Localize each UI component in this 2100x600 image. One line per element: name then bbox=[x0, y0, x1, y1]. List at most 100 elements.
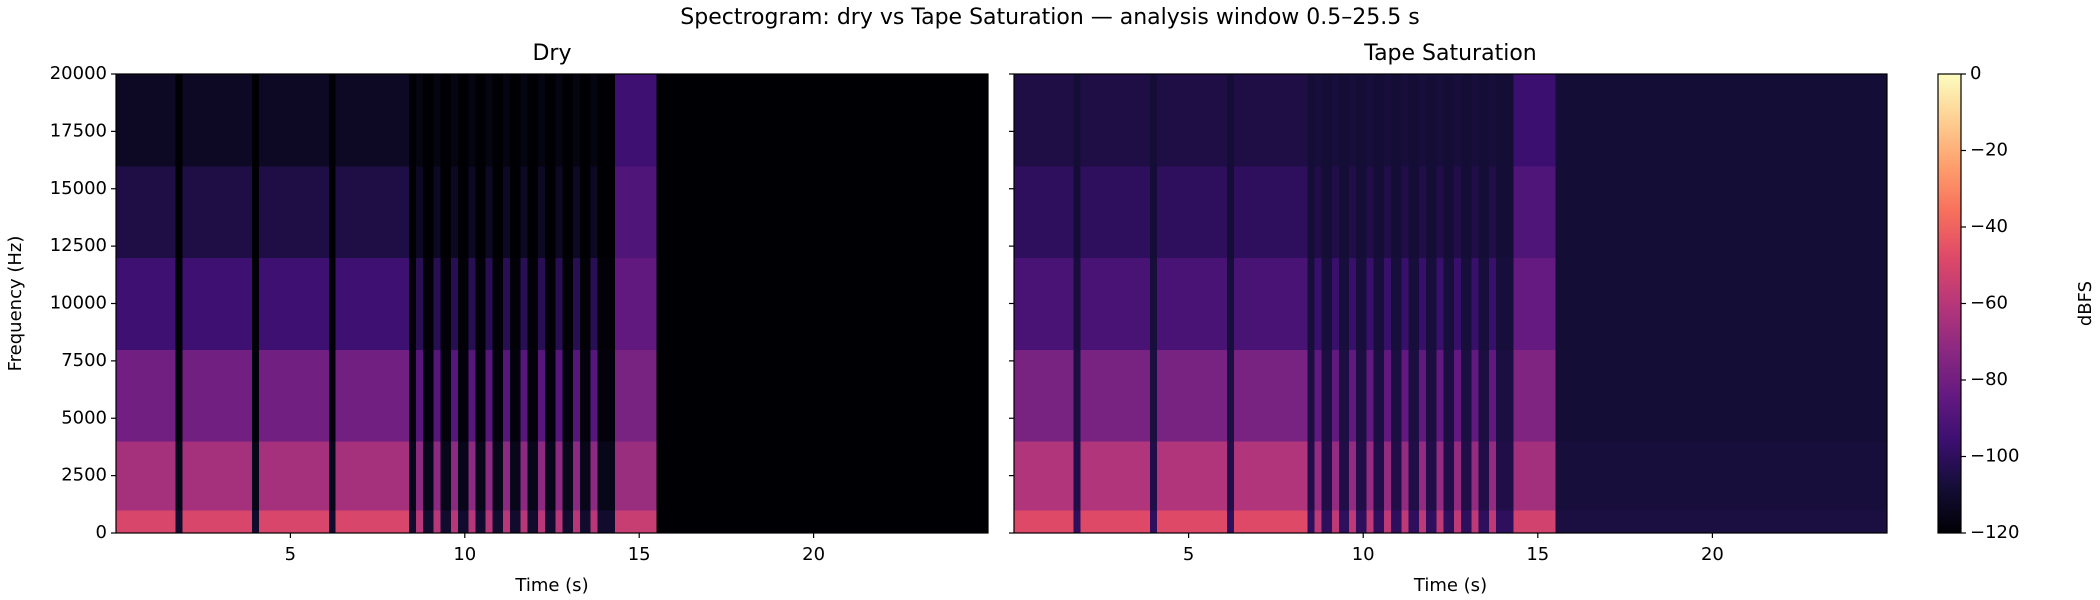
heat-cell bbox=[259, 441, 330, 511]
heat-cell bbox=[252, 441, 260, 511]
heat-cell bbox=[555, 257, 563, 350]
heat-cell bbox=[1384, 74, 1392, 167]
heat-cell bbox=[555, 441, 563, 511]
heat-cell bbox=[1408, 165, 1420, 259]
heat-cell bbox=[1314, 441, 1322, 511]
heat-cell bbox=[579, 165, 591, 259]
heat-cell bbox=[1307, 74, 1315, 167]
heat-cell bbox=[1366, 349, 1375, 442]
y-tick-label: 12500 bbox=[50, 235, 107, 256]
heat-cell bbox=[457, 165, 469, 259]
heat-cell bbox=[1227, 257, 1235, 350]
heat-cell bbox=[1401, 349, 1410, 442]
heat-cell bbox=[538, 257, 546, 350]
y-tick-label: 15000 bbox=[50, 178, 107, 199]
heat-cell bbox=[1331, 349, 1340, 442]
heat-cell bbox=[1419, 441, 1427, 511]
heat-cell bbox=[1460, 349, 1472, 442]
heat-cell bbox=[457, 257, 469, 350]
heat-cell bbox=[1478, 441, 1490, 511]
heat-cell bbox=[597, 257, 616, 350]
heat-cell bbox=[259, 510, 330, 534]
heat-cell bbox=[597, 441, 616, 511]
heat-cell bbox=[510, 257, 522, 350]
y-tick-label: 2500 bbox=[61, 465, 107, 486]
heat-cell bbox=[1356, 441, 1368, 511]
heat-cell bbox=[475, 510, 487, 534]
heat-cell bbox=[1513, 74, 1556, 167]
heat-cell bbox=[408, 441, 417, 511]
heat-cell bbox=[579, 510, 591, 534]
heat-cell bbox=[1321, 74, 1333, 167]
heat-cell bbox=[116, 349, 176, 442]
heat-cell bbox=[485, 349, 494, 442]
heat-cell bbox=[527, 510, 539, 534]
heat-cell bbox=[614, 510, 658, 534]
heat-cell bbox=[328, 74, 337, 167]
heat-cell bbox=[1373, 349, 1385, 442]
heat-cell bbox=[545, 257, 556, 350]
heat-cell bbox=[1443, 257, 1455, 350]
x-tick-label: 20 bbox=[1701, 544, 1724, 565]
heat-cell bbox=[116, 74, 176, 167]
heat-cell bbox=[1495, 441, 1514, 511]
heat-cell bbox=[1555, 349, 1888, 442]
colorbar-tick-label: −100 bbox=[1970, 446, 2019, 467]
heat-cell bbox=[1321, 257, 1333, 350]
heat-cell bbox=[1349, 165, 1357, 259]
heat-cell bbox=[1478, 74, 1490, 167]
heat-cell bbox=[1157, 165, 1228, 259]
heat-cell bbox=[408, 510, 417, 534]
heat-cell bbox=[545, 74, 556, 167]
heat-cell bbox=[1314, 74, 1322, 167]
heat-cell bbox=[1321, 441, 1333, 511]
heat-cell bbox=[572, 165, 581, 259]
heat-cell bbox=[1157, 74, 1228, 167]
colorbar bbox=[1938, 74, 1961, 533]
heat-cell bbox=[1349, 441, 1357, 511]
heat-cell bbox=[614, 257, 658, 350]
heat-cell bbox=[175, 441, 183, 511]
heat-cell bbox=[1471, 165, 1479, 259]
heat-cell bbox=[422, 441, 434, 511]
x-axis-label: Time (s) bbox=[1413, 575, 1487, 596]
heat-cell bbox=[1150, 74, 1158, 167]
x-tick-label: 15 bbox=[1526, 544, 1549, 565]
heat-cell bbox=[1073, 74, 1081, 167]
heat-cell bbox=[116, 510, 176, 534]
heat-cell bbox=[1408, 74, 1420, 167]
heat-cell bbox=[1436, 510, 1445, 534]
heat-cell bbox=[1356, 74, 1368, 167]
heat-cell bbox=[1419, 74, 1427, 167]
heat-cell bbox=[1233, 257, 1308, 350]
colorbar-tick-label: 0 bbox=[1970, 63, 1981, 84]
heat-cell bbox=[1513, 510, 1556, 534]
heat-cell bbox=[1356, 165, 1368, 259]
heat-cell bbox=[433, 165, 441, 259]
heat-cell bbox=[503, 510, 511, 534]
heat-cell bbox=[538, 165, 546, 259]
heat-cell bbox=[1384, 349, 1392, 442]
heat-cell bbox=[545, 349, 556, 442]
heat-cell bbox=[1426, 510, 1438, 534]
heat-cell bbox=[1349, 74, 1357, 167]
heat-cell bbox=[1443, 441, 1455, 511]
heat-cell bbox=[1471, 349, 1479, 442]
heat-cell bbox=[510, 510, 522, 534]
heat-cell bbox=[1453, 510, 1462, 534]
x-axis-label: Time (s) bbox=[514, 575, 588, 596]
x-tick-label: 20 bbox=[802, 544, 825, 565]
heat-cell bbox=[1080, 441, 1151, 511]
heat-cell bbox=[1338, 510, 1350, 534]
heat-cell bbox=[1014, 349, 1074, 442]
heat-cell bbox=[590, 441, 598, 511]
heat-cell bbox=[1356, 349, 1368, 442]
heat-cell bbox=[572, 441, 581, 511]
heat-cell bbox=[116, 257, 176, 350]
heat-cell bbox=[415, 349, 424, 442]
heat-cell bbox=[492, 441, 504, 511]
heat-cell bbox=[175, 510, 183, 534]
heat-cell bbox=[468, 441, 476, 511]
heat-cell bbox=[1426, 257, 1438, 350]
heat-cell bbox=[1453, 165, 1462, 259]
